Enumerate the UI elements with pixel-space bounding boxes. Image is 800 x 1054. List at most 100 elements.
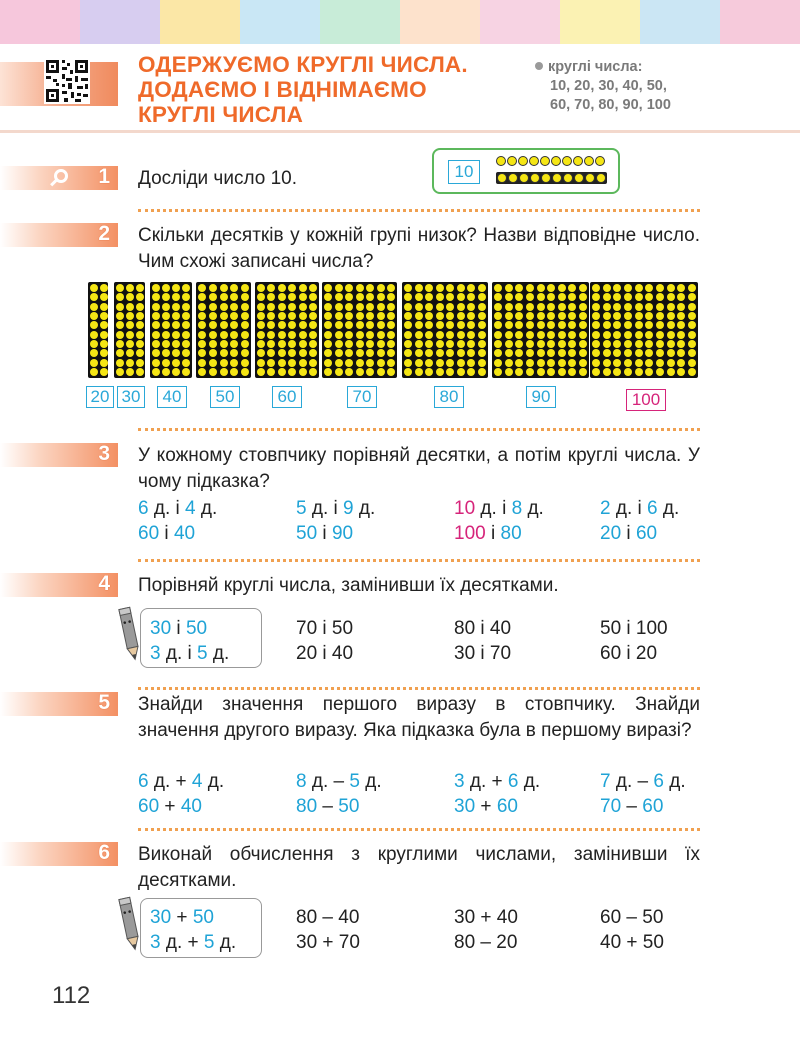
bead-string [136, 284, 144, 376]
bead-string [355, 284, 364, 376]
comparison-pair: 20 і 40 [296, 643, 354, 664]
separator-3 [138, 559, 700, 562]
bead [508, 173, 518, 183]
bead [519, 173, 529, 183]
bead-string [602, 284, 611, 376]
strip-segment [0, 0, 80, 44]
separator-4 [138, 687, 700, 690]
strip-segment [160, 0, 240, 44]
strip-segment [320, 0, 400, 44]
hint-word-2: і [187, 643, 192, 664]
group-label-box: 100 [626, 389, 666, 411]
task-3-marker: 3 [0, 442, 118, 467]
task-6-hint-box [140, 898, 262, 958]
tens-expression: 6 д. + 4 д. [138, 771, 225, 792]
task-6-marker: 6 [0, 841, 118, 866]
calculation: 30 + 40 [454, 907, 518, 928]
bead [585, 173, 595, 183]
bead-string [162, 284, 170, 376]
bead [541, 173, 551, 183]
bead-group [196, 282, 251, 378]
bead-string [557, 284, 566, 376]
bead-string [376, 284, 385, 376]
group-label-box: 90 [526, 386, 556, 408]
group-label-box: 30 [117, 386, 145, 408]
tens-comparison: 6 д. і 4 д. [138, 498, 218, 519]
bead-string [494, 284, 502, 376]
pencil-icon [118, 606, 139, 661]
strip-segment [80, 0, 160, 44]
bead-string [515, 284, 524, 376]
bead-string [288, 284, 297, 376]
hint-num-1: 30 [150, 618, 172, 639]
tens-expression: 3 д. + 6 д. [454, 771, 541, 792]
top-color-strip [0, 0, 800, 44]
bead-string [345, 284, 353, 376]
bead-string [90, 284, 98, 376]
bead-string [100, 284, 108, 376]
bead-string [126, 284, 134, 376]
task-3-number: 3 [98, 442, 110, 465]
strip-segment [240, 0, 320, 44]
number-expression: 30 + 60 [454, 796, 518, 817]
key-values-2: 60, 70, 80, 90, 100 [550, 97, 671, 113]
bead-string [267, 284, 276, 376]
tens-comparison: 10 д. і 8 д. [454, 498, 544, 519]
bead-group [322, 282, 397, 378]
bead-string [334, 284, 343, 376]
bead-string [182, 284, 190, 376]
number-expression: 60 + 40 [138, 796, 202, 817]
key-label: круглі числа: [548, 59, 643, 75]
calculation: 60 – 50 [600, 907, 664, 928]
bead-string [645, 284, 654, 376]
bead-string [666, 284, 675, 376]
task-4-text: Порівняй круглі числа, замінивши їх деся… [138, 575, 559, 596]
separator-1 [138, 209, 700, 212]
strip-segment [640, 0, 720, 44]
task-1-text: Досліди число 10. [138, 168, 298, 189]
hint-word: і [176, 618, 181, 639]
hint-tens-2: 5 [197, 643, 208, 664]
hint6-op: + [176, 907, 188, 928]
separator-5 [138, 828, 700, 831]
calculation: 80 – 40 [296, 907, 360, 928]
key-values-1: 10, 20, 30, 40, 50, [550, 78, 667, 94]
group-label-box: 40 [157, 386, 187, 408]
bead [497, 173, 507, 183]
bead-string [324, 284, 332, 376]
bead-string [241, 284, 249, 376]
bead-string [277, 284, 286, 376]
bead-string [152, 284, 160, 376]
lesson-title: ОДЕРЖУЄМО КРУГЛІ ЧИСЛА. ДОДАЄМО І ВІДНІМ… [138, 52, 508, 127]
hint-tens-1: 3 [150, 643, 161, 664]
group-label-box: 60 [272, 386, 302, 408]
strip-segment [720, 0, 800, 44]
separator-2 [138, 428, 700, 431]
bead [563, 173, 573, 183]
group-label-box: 20 [86, 386, 114, 408]
hint6-op-2: + [187, 932, 199, 953]
bead-group [114, 282, 145, 378]
qr-code-icon[interactable] [44, 58, 90, 104]
task-4-hint-box [140, 608, 262, 668]
bead-string [366, 284, 374, 376]
task-6-text: Виконай обчислення з круглими числами, з… [138, 844, 700, 891]
pencil-icon-2 [118, 896, 139, 951]
bead-string-1 [496, 156, 605, 166]
task-2-marker: 2 [0, 222, 118, 247]
task-4-number: 4 [98, 572, 110, 595]
tens-comparison: 5 д. і 9 д. [296, 498, 376, 519]
bead [530, 173, 540, 183]
hint6-num-2: 50 [192, 907, 214, 928]
bead-string [547, 284, 556, 376]
bead [562, 156, 572, 166]
strip-segment [560, 0, 640, 44]
hint6-unit-2: д. [219, 932, 237, 953]
ten-label-box: 10 [448, 160, 480, 184]
bead-string [525, 284, 534, 376]
task-5-marker: 5 [0, 691, 118, 716]
bead [551, 156, 561, 166]
bead [507, 156, 517, 166]
hint6-tens-2: 5 [203, 932, 215, 953]
bead [552, 173, 562, 183]
